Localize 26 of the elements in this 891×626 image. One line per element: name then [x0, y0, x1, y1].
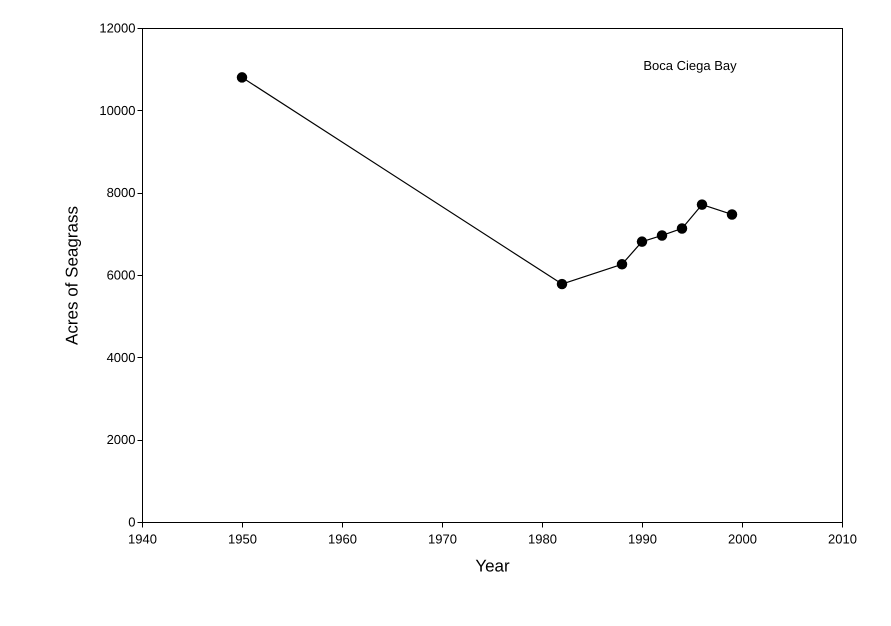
x-tick-label: 1950 [228, 532, 257, 546]
y-tick-label: 8000 [106, 185, 136, 200]
point [696, 199, 708, 210]
y-tick-label: 6000 [106, 268, 136, 282]
y-tick-label: 4000 [106, 350, 136, 365]
point [556, 278, 568, 290]
x-tick-label: 1990 [628, 532, 657, 546]
x-tick-label: 2010 [828, 532, 857, 546]
x-tick-label: 2000 [728, 532, 757, 546]
point [726, 209, 738, 220]
y-tick-label: 0 [128, 514, 136, 530]
y-tick-label: 10000 [99, 102, 136, 118]
x-tick-label: 1970 [428, 532, 457, 546]
point [656, 230, 668, 241]
point [616, 259, 628, 270]
x-tick-label: 1980 [528, 532, 557, 546]
annotation: Boca Ciega Bay [643, 58, 738, 73]
y-tick-label: 12000 [99, 20, 136, 36]
point [236, 72, 248, 83]
x-tick-label: 1940 [128, 532, 157, 546]
y-tick-label: 2000 [106, 432, 136, 448]
point [636, 236, 648, 247]
point [676, 223, 688, 234]
x-axis-title: Year [475, 556, 510, 576]
x-tick-label: 1960 [328, 532, 357, 546]
y-axis-title: Acres of Seagrass [62, 206, 82, 345]
